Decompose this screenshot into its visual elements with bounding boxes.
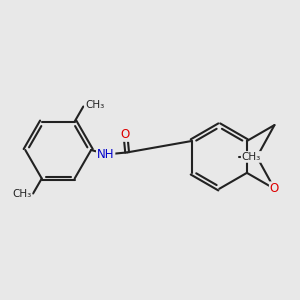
Text: O: O xyxy=(270,182,279,195)
Text: O: O xyxy=(121,128,130,141)
Text: NH: NH xyxy=(97,148,114,161)
Text: CH₃: CH₃ xyxy=(85,100,104,110)
Text: CH₃: CH₃ xyxy=(242,152,261,162)
Text: CH₃: CH₃ xyxy=(12,189,32,199)
